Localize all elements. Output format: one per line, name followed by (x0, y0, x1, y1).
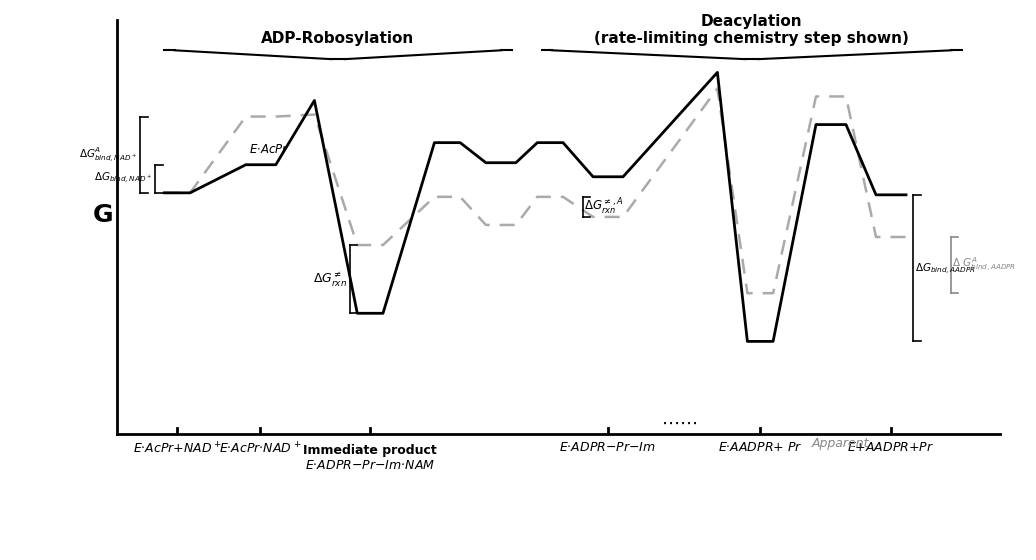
Text: $E{\cdot}AADPR{+}\ Pr$: $E{\cdot}AADPR{+}\ Pr$ (718, 441, 803, 454)
Text: $E{\cdot}AcPr{+}NAD^+$: $E{\cdot}AcPr{+}NAD^+$ (133, 441, 222, 456)
Text: $\Delta G^{\neq}_{rxn}$: $\Delta G^{\neq}_{rxn}$ (313, 270, 347, 288)
Text: $\Delta G^{\neq,A}_{rxn}$: $\Delta G^{\neq,A}_{rxn}$ (584, 197, 624, 217)
Text: $E{\cdot}ADPR{-}Pr{-}Im$: $E{\cdot}ADPR{-}Pr{-}Im$ (559, 441, 656, 454)
Text: $\Delta\ G^A_{bind,AADPR}$: $\Delta\ G^A_{bind,AADPR}$ (952, 256, 1016, 274)
Text: $\Delta G_{bind,AADPR}$: $\Delta G_{bind,AADPR}$ (915, 262, 976, 277)
Text: $E{\cdot}AcPr{\cdot}NAD^+$: $E{\cdot}AcPr{\cdot}NAD^+$ (220, 441, 301, 456)
Text: Deacylation
(rate-limiting chemistry step shown): Deacylation (rate-limiting chemistry ste… (595, 14, 910, 46)
Text: $E{+}AADPR{+}Pr$: $E{+}AADPR{+}Pr$ (847, 441, 934, 454)
Text: ADP-Robosylation: ADP-Robosylation (261, 31, 414, 46)
Text: $\Delta G_{bind,NAD^+}$: $\Delta G_{bind,NAD^+}$ (93, 171, 151, 186)
Y-axis label: G: G (93, 203, 114, 227)
Text: Immediate product
$E{\cdot}ADPR{-}Pr{-}Im{\cdot}NAM$: Immediate product $E{\cdot}ADPR{-}Pr{-}I… (304, 444, 437, 472)
Text: $\Delta G^A_{bind,NAD^+}$: $\Delta G^A_{bind,NAD^+}$ (79, 146, 137, 164)
Text: $\cdots\cdots$: $\cdots\cdots$ (661, 414, 697, 432)
Text: $E{\cdot}AcPr$: $E{\cdot}AcPr$ (250, 143, 289, 156)
Text: Apparent: Apparent (811, 437, 869, 450)
